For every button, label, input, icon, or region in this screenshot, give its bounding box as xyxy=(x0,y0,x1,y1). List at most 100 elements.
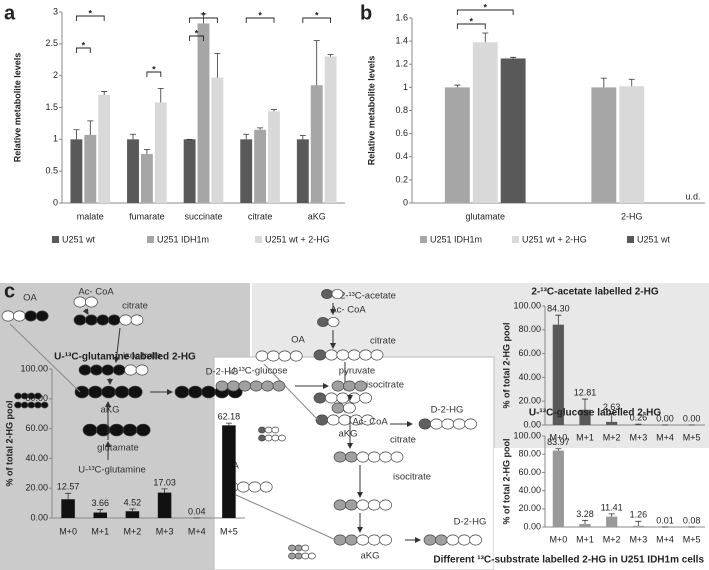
carbon-atom xyxy=(34,392,42,400)
carbon-atom xyxy=(379,499,392,511)
metabolite-label: 2-¹³C-acetate xyxy=(340,291,396,302)
error-bar xyxy=(157,88,164,103)
y-tick-label: 80.00 xyxy=(25,393,48,403)
carbon-atom xyxy=(74,385,90,399)
x-tick-label: citrate xyxy=(248,211,273,221)
x-tick-label: glutamate xyxy=(465,211,505,221)
y-tick-label: 3 xyxy=(53,6,58,16)
legend-swatch xyxy=(52,236,59,243)
y-axis-label: % of total 2-HG pool xyxy=(501,323,511,409)
error-bar xyxy=(200,13,207,24)
data-label: 11.41 xyxy=(601,502,623,512)
carbon-atom xyxy=(435,534,448,546)
data-label: 0.00 xyxy=(683,413,701,423)
significance-star: * xyxy=(195,28,199,38)
carbon-atom xyxy=(469,534,482,546)
cycle-path xyxy=(263,363,319,421)
bar xyxy=(579,524,591,527)
metabolite-label: D-2-HG xyxy=(206,367,239,378)
carbon-atom xyxy=(258,426,266,434)
metabolite-label: glutamate xyxy=(97,443,139,454)
significance-bracket xyxy=(302,17,332,23)
error-bar xyxy=(555,314,562,325)
error-bar xyxy=(257,127,264,130)
carbon-atom xyxy=(289,350,303,362)
y-tick-label: 0.00 xyxy=(30,512,48,522)
carbon-atom xyxy=(267,350,280,362)
y-tick-label: 1.2 xyxy=(395,59,408,69)
carbon-atom xyxy=(35,310,49,322)
carbon-atom xyxy=(87,385,103,399)
carbon-atom xyxy=(361,414,374,426)
data-label: 62.18 xyxy=(218,411,241,421)
chart-title: 2-¹³C-acetate labelled 2-HG xyxy=(531,287,658,298)
carbon-atom xyxy=(345,451,358,463)
data-label: 0.26 xyxy=(630,412,648,422)
carbon-atom xyxy=(122,423,138,437)
data-label: 1.26 xyxy=(630,510,648,520)
y-tick-label: 100.00 xyxy=(513,430,541,440)
bar xyxy=(183,139,196,203)
carbon-atom xyxy=(359,392,372,404)
data-label: 0.00 xyxy=(656,413,674,423)
chart-title: U-¹³C-glucose labelled 2-HG xyxy=(529,408,661,419)
carbon-atom xyxy=(418,418,432,430)
carbon-atom xyxy=(356,534,370,546)
x-tick-label: M+2 xyxy=(124,526,142,536)
y-tick-label: 1 xyxy=(403,82,408,92)
y-tick-label: 40.00 xyxy=(518,372,541,382)
legend-label: U251 wt xyxy=(637,234,671,244)
carbon-atom xyxy=(331,380,345,392)
x-tick-label: succinate xyxy=(184,211,222,221)
error-bar xyxy=(243,133,250,140)
carbon-atom xyxy=(127,385,143,399)
carbon-atom xyxy=(430,418,443,430)
data-label: 0.08 xyxy=(683,515,701,525)
arrow xyxy=(113,327,121,363)
x-tick-label: M+1 xyxy=(576,432,594,442)
bar xyxy=(98,94,111,203)
carbon-atom xyxy=(347,349,361,361)
metabolite-label: Ac- CoA xyxy=(78,287,114,298)
carbon-atom xyxy=(336,392,350,404)
significance-star: * xyxy=(315,10,319,20)
bar xyxy=(579,409,591,425)
carbon-atom xyxy=(271,434,280,442)
chart-title: U-¹³C-glutamine labelled 2-HG xyxy=(54,352,196,363)
carbon-atom xyxy=(14,401,22,409)
data-label: 3.66 xyxy=(91,498,109,508)
error-bar xyxy=(101,91,108,95)
carbon-atom xyxy=(464,418,477,430)
error-bar xyxy=(129,508,136,512)
carbon-atom xyxy=(345,499,358,511)
legend-label: U251 wt + 2-HG xyxy=(265,234,330,244)
error-bar xyxy=(635,423,642,425)
metabolite-label: aKG xyxy=(360,551,379,562)
metabolite-label: D-2-HG xyxy=(431,405,464,416)
bar xyxy=(70,139,83,203)
carbon-atom xyxy=(24,310,38,322)
panel-label: c xyxy=(4,280,15,302)
y-tick-label: 2.5 xyxy=(45,38,58,48)
carbon-atom xyxy=(78,364,92,376)
carbon-atom xyxy=(370,349,384,361)
x-tick-label: M+1 xyxy=(576,534,594,544)
significance-bracket xyxy=(75,15,105,21)
error-bar xyxy=(65,492,72,500)
data-label: 12.81 xyxy=(574,387,597,397)
x-tick-label: M+4 xyxy=(188,526,206,536)
metabolite-label: OA xyxy=(23,293,37,304)
significance-bracket xyxy=(189,35,204,41)
significance-star: * xyxy=(89,8,93,18)
carbon-atom xyxy=(379,451,392,463)
y-tick-label: 60.00 xyxy=(518,348,541,358)
carbon-atom xyxy=(317,316,329,328)
bar xyxy=(222,425,236,518)
x-tick-label: M+3 xyxy=(629,432,647,442)
carbon-atom xyxy=(301,552,310,560)
error-bar xyxy=(161,488,168,493)
error-bar xyxy=(87,120,94,135)
significance-star: * xyxy=(258,10,262,20)
carbon-atom xyxy=(333,499,347,511)
